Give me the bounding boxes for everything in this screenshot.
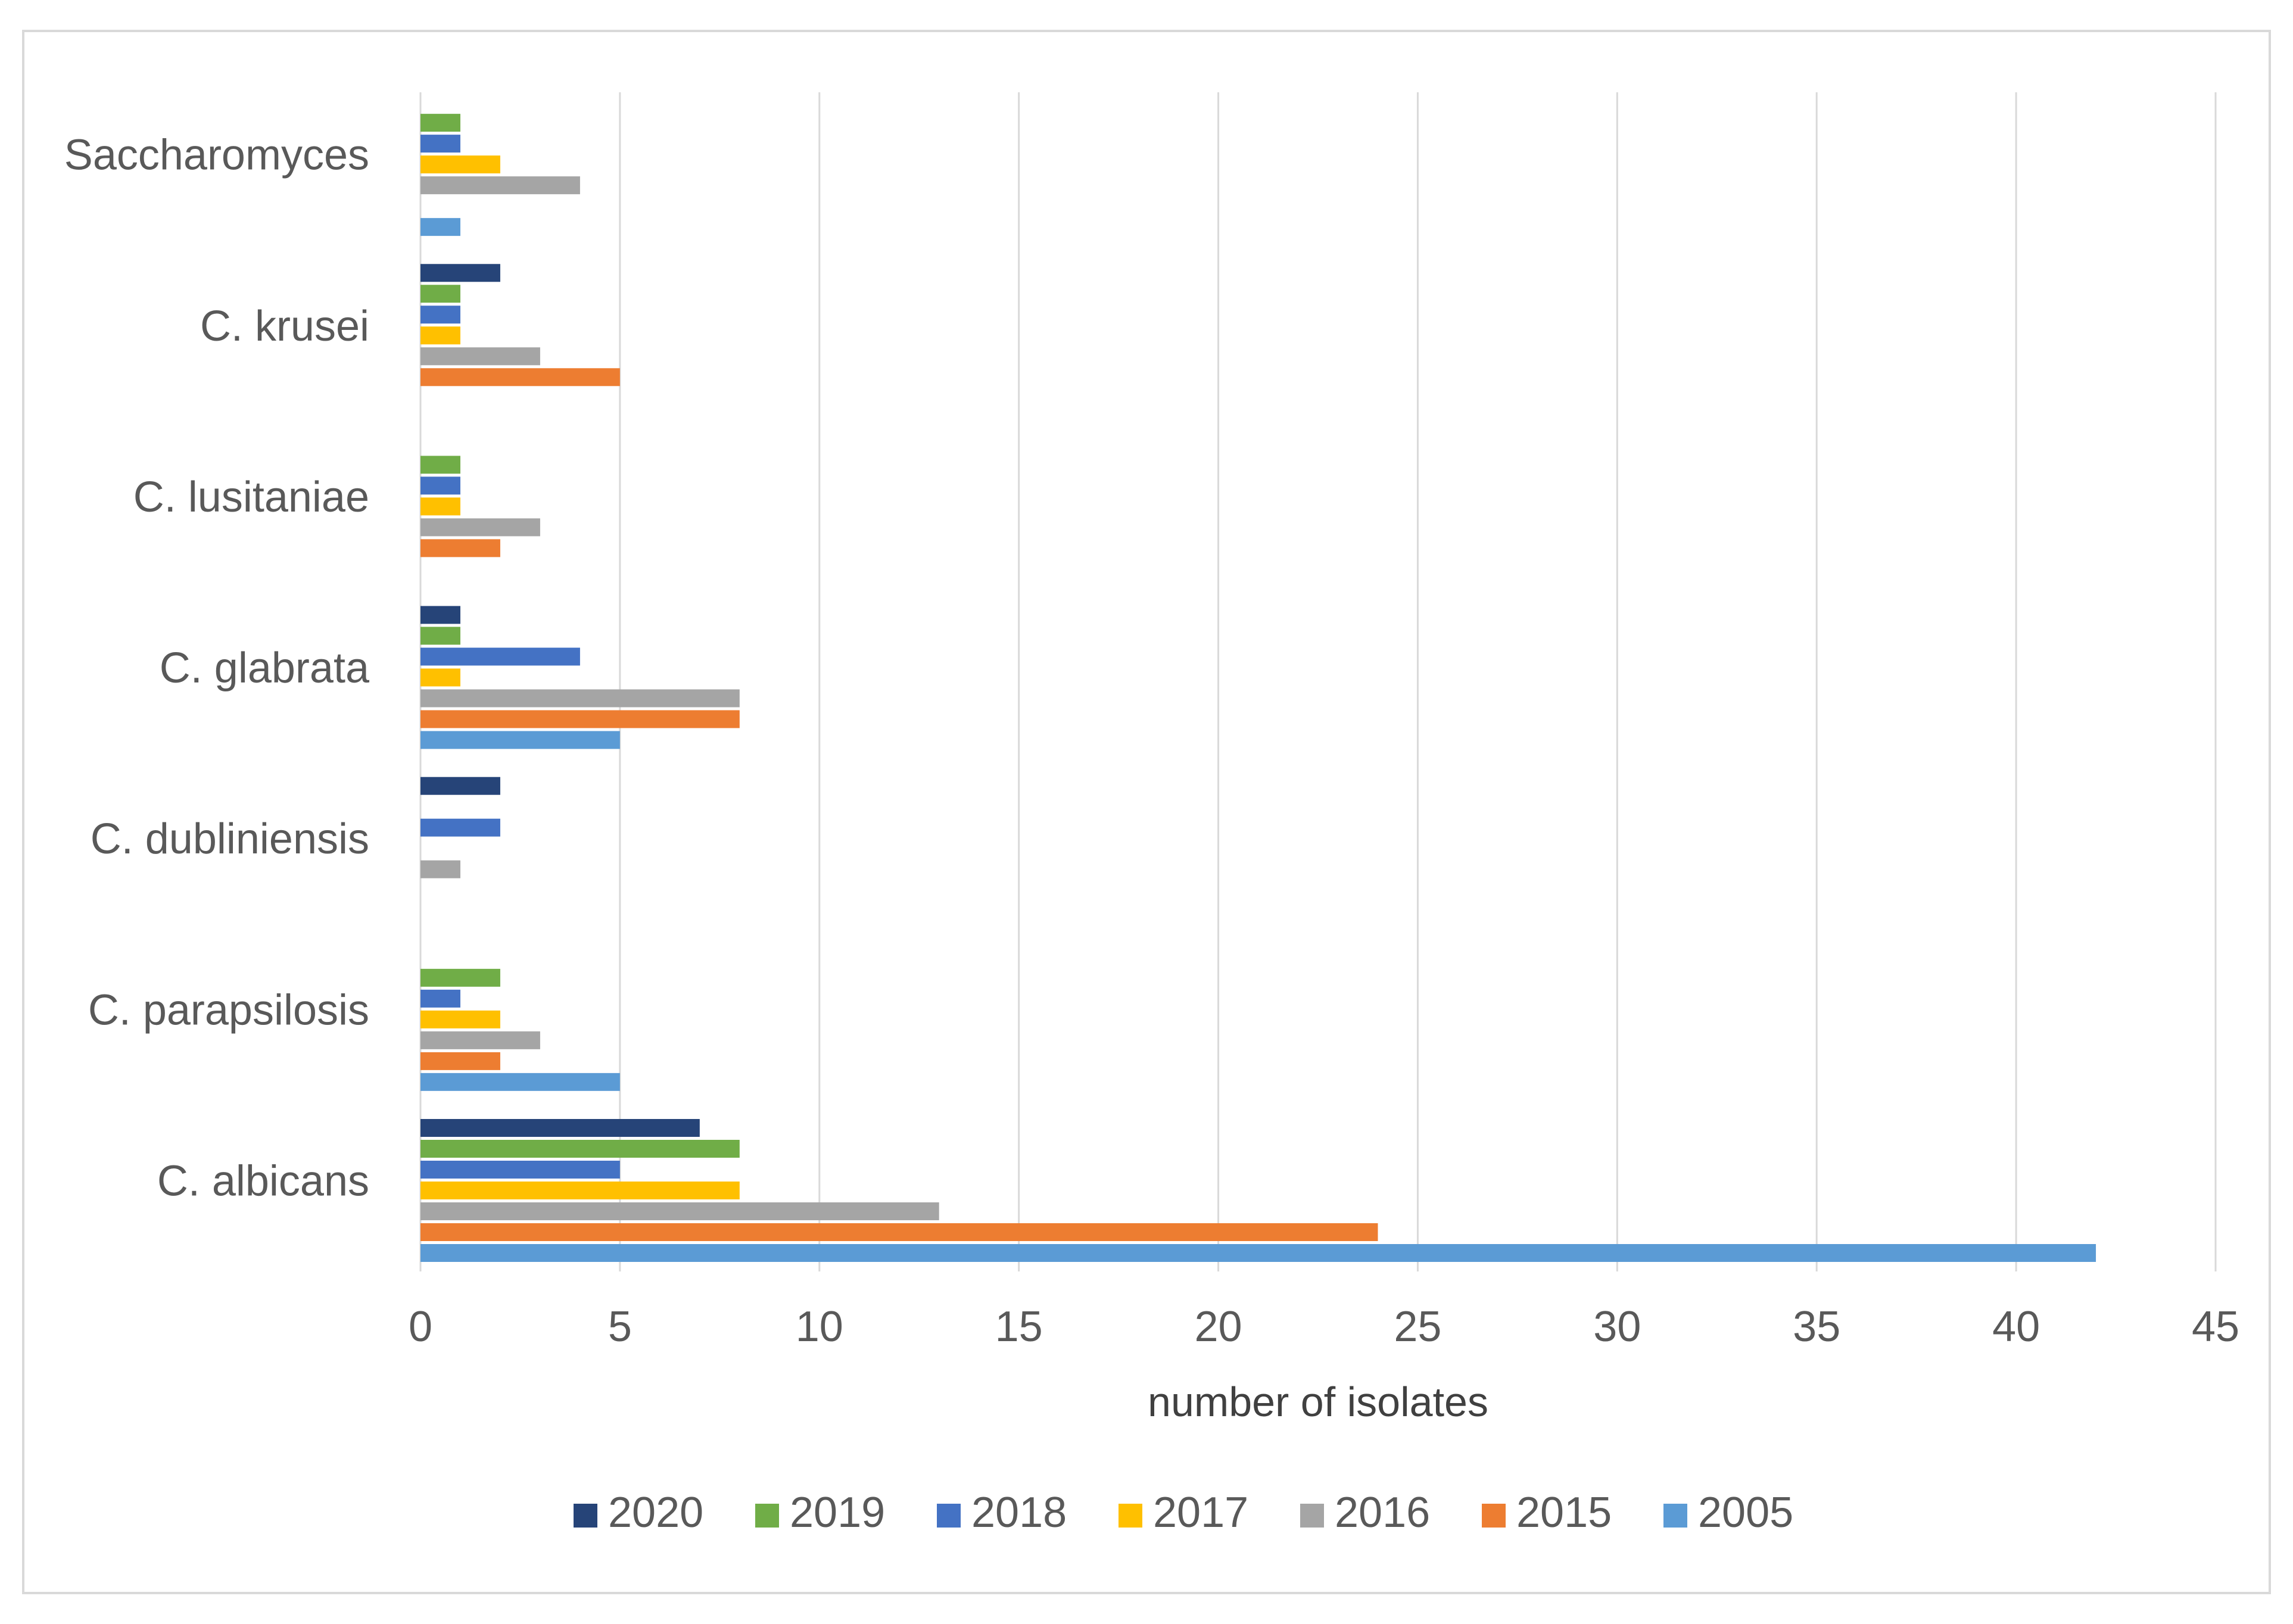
- legend-label-2005: 2005: [1698, 1489, 1793, 1536]
- bar-c-parapsilosis-2015: [420, 1052, 500, 1070]
- bar-c-dubliniensis-2018: [420, 818, 500, 837]
- legend-swatch-2019: [755, 1504, 779, 1528]
- bar-c-glabrata-2020: [420, 606, 460, 624]
- legend-label-2017: 2017: [1153, 1489, 1248, 1536]
- bar-c-albicans-2018: [420, 1161, 620, 1179]
- x-tick-label-20: 20: [1195, 1303, 1242, 1351]
- bar-c-parapsilosis-2005: [420, 1073, 620, 1091]
- legend-label-2016: 2016: [1335, 1489, 1430, 1536]
- legend-label-2018: 2018: [971, 1489, 1067, 1536]
- bar-c-glabrata-2015: [420, 710, 740, 728]
- bar-c-krusei-2017: [420, 326, 460, 345]
- bar-c-albicans-2005: [420, 1244, 2096, 1262]
- bar-c-albicans-2016: [420, 1202, 939, 1220]
- x-tick-label-15: 15: [995, 1303, 1043, 1351]
- x-tick-label-0: 0: [409, 1303, 432, 1351]
- bar-c-glabrata-2005: [420, 731, 620, 749]
- bar-saccharomyces-2019: [420, 114, 460, 132]
- x-tick-label-25: 25: [1394, 1303, 1441, 1351]
- bar-c-albicans-2019: [420, 1140, 740, 1158]
- legend-swatch-2015: [1482, 1504, 1506, 1528]
- x-tick-label-5: 5: [608, 1303, 632, 1351]
- legend-label-2015: 2015: [1516, 1489, 1612, 1536]
- bar-c-albicans-2015: [420, 1223, 1378, 1241]
- bar-c-lusitaniae-2018: [420, 476, 460, 495]
- bar-c-parapsilosis-2016: [420, 1031, 540, 1049]
- category-label-saccharomyces: Saccharomyces: [64, 132, 369, 179]
- category-label-c-lusitaniae: C. lusitaniae: [133, 473, 369, 521]
- bar-saccharomyces-2005: [420, 218, 460, 236]
- bar-c-albicans-2020: [420, 1119, 700, 1137]
- bar-saccharomyces-2016: [420, 176, 580, 195]
- bar-c-albicans-2017: [420, 1182, 740, 1199]
- bar-c-krusei-2015: [420, 368, 620, 386]
- x-tick-label-30: 30: [1593, 1303, 1641, 1351]
- bar-c-parapsilosis-2018: [420, 989, 460, 1008]
- category-label-c-krusei: C. krusei: [200, 303, 369, 350]
- bar-c-lusitaniae-2019: [420, 456, 460, 474]
- category-label-c-dubliniensis: C. dubliniensis: [91, 815, 369, 863]
- legend-swatch-2020: [574, 1504, 597, 1528]
- x-axis-title: number of isolates: [1148, 1379, 1488, 1425]
- bar-saccharomyces-2017: [420, 155, 500, 174]
- bar-c-glabrata-2019: [420, 626, 460, 645]
- legend-swatch-2018: [937, 1504, 961, 1528]
- x-tick-label-45: 45: [2192, 1303, 2239, 1351]
- bar-c-krusei-2016: [420, 347, 540, 366]
- x-tick-label-35: 35: [1793, 1303, 1840, 1351]
- x-tick-label-40: 40: [1992, 1303, 2040, 1351]
- x-tick-label-10: 10: [796, 1303, 843, 1351]
- bar-c-krusei-2019: [420, 285, 460, 303]
- bar-c-parapsilosis-2017: [420, 1010, 500, 1028]
- bar-c-lusitaniae-2016: [420, 518, 540, 537]
- category-label-c-glabrata: C. glabrata: [160, 644, 370, 692]
- bar-c-glabrata-2017: [420, 668, 460, 687]
- bar-saccharomyces-2018: [420, 135, 460, 153]
- legend-label-2019: 2019: [790, 1489, 885, 1536]
- category-label-c-albicans: C. albicans: [157, 1158, 369, 1205]
- legend-label-2020: 2020: [608, 1489, 703, 1536]
- chart-frame: [22, 30, 2271, 1594]
- bar-c-dubliniensis-2020: [420, 777, 500, 795]
- legend-swatch-2016: [1300, 1504, 1324, 1528]
- legend-swatch-2017: [1119, 1504, 1142, 1528]
- legend-swatch-2005: [1663, 1504, 1687, 1528]
- bar-c-krusei-2020: [420, 264, 500, 282]
- bar-c-lusitaniae-2017: [420, 497, 460, 516]
- bar-c-lusitaniae-2015: [420, 539, 500, 557]
- category-label-c-parapsilosis: C. parapsilosis: [88, 986, 369, 1034]
- bar-c-dubliniensis-2016: [420, 860, 460, 878]
- bar-c-glabrata-2016: [420, 689, 740, 707]
- bar-c-krusei-2018: [420, 306, 460, 324]
- bar-c-parapsilosis-2019: [420, 968, 500, 987]
- bar-c-glabrata-2018: [420, 647, 580, 666]
